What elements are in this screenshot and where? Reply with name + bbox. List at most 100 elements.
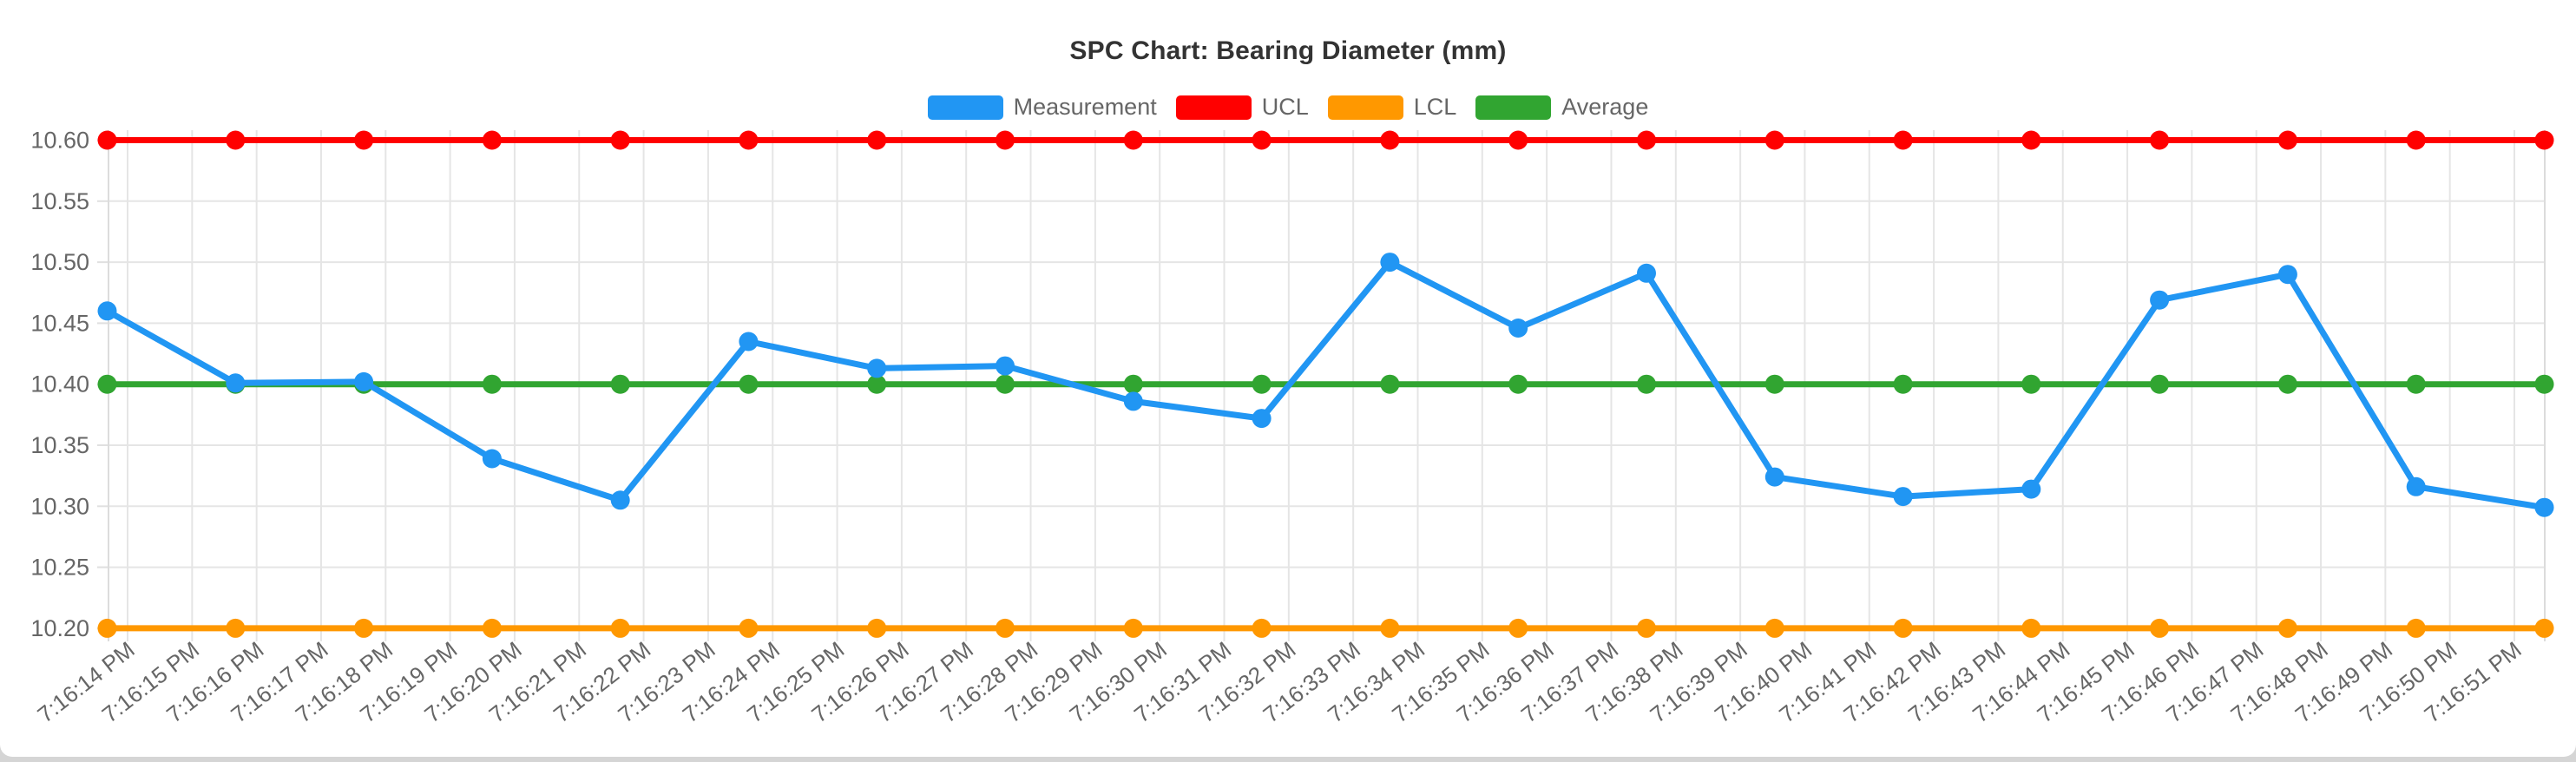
lcl-point[interactable] [1764,618,1784,638]
ucl-point[interactable] [1380,130,1400,150]
average-point[interactable] [610,374,630,394]
measurement-point[interactable] [1123,391,1143,411]
lcl-point[interactable] [354,618,374,638]
lcl-point[interactable] [1637,618,1656,638]
ucl-point[interactable] [2277,130,2297,150]
measurement-point[interactable] [739,332,759,351]
lcl-point[interactable] [739,618,759,638]
lcl-point[interactable] [1893,618,1913,638]
legend-swatch-measurement [927,95,1003,120]
ucl-point[interactable] [1893,130,1913,150]
y-tick-label: 10.40 [30,371,89,397]
average-point[interactable] [97,374,117,394]
lcl-point[interactable] [1380,618,1400,638]
measurement-point[interactable] [2534,497,2554,517]
average-point[interactable] [867,374,887,394]
average-point[interactable] [1764,374,1784,394]
legend-item-average[interactable]: Average [1475,94,1648,121]
lcl-point[interactable] [97,618,117,638]
average-point[interactable] [1252,374,1272,394]
lcl-point[interactable] [2021,618,2041,638]
average-point[interactable] [1893,374,1913,394]
average-point[interactable] [1380,374,1400,394]
measurement-point[interactable] [2021,479,2041,499]
legend-item-ucl[interactable]: UCL [1175,94,1309,121]
measurement-point[interactable] [610,490,630,510]
y-tick-label: 10.55 [30,188,89,214]
lcl-point[interactable] [226,618,246,638]
ucl-point[interactable] [2406,130,2426,150]
measurement-point[interactable] [996,356,1015,376]
y-tick-label: 10.35 [30,432,89,458]
average-point[interactable] [2021,374,2041,394]
measurement-point[interactable] [1893,487,1913,507]
lcl-point[interactable] [2277,618,2297,638]
lcl-point[interactable] [1123,618,1143,638]
chart-legend: Measurement UCL LCL Average [0,94,2576,121]
measurement-point[interactable] [1508,319,1528,338]
lcl-point[interactable] [996,618,1015,638]
ucl-point[interactable] [739,130,759,150]
measurement-point[interactable] [1252,409,1272,429]
lcl-point[interactable] [1508,618,1528,638]
ucl-point[interactable] [2021,130,2041,150]
ucl-point[interactable] [1123,130,1143,150]
y-tick-label: 10.45 [30,310,89,336]
legend-label-lcl: LCL [1413,94,1457,120]
average-point[interactable] [996,374,1015,394]
measurement-point[interactable] [867,358,887,378]
ucl-point[interactable] [996,130,1015,150]
measurement-point[interactable] [1637,263,1656,283]
average-point[interactable] [739,374,759,394]
measurement-point[interactable] [97,301,117,321]
y-tick-label: 10.20 [30,615,89,641]
y-tick-label: 10.25 [30,555,89,581]
lcl-point[interactable] [2406,618,2426,638]
legend-swatch-average [1475,95,1552,120]
average-point[interactable] [1637,374,1656,394]
y-tick-label: 10.30 [30,493,89,519]
lcl-point[interactable] [2150,618,2170,638]
average-point[interactable] [1123,374,1143,394]
lcl-point[interactable] [867,618,887,638]
ucl-point[interactable] [1764,130,1784,150]
measurement-point[interactable] [2406,476,2426,496]
measurement-point[interactable] [482,449,502,469]
measurement-point[interactable] [354,371,374,391]
legend-swatch-ucl [1175,95,1252,120]
measurement-line [104,259,2547,511]
legend-label-ucl: UCL [1261,94,1309,120]
measurement-point[interactable] [226,373,246,393]
average-point[interactable] [2406,374,2426,394]
legend-label-average: Average [1561,94,1649,120]
ucl-point[interactable] [1252,130,1272,150]
ucl-point[interactable] [97,130,117,150]
ucl-point[interactable] [2534,130,2554,150]
lcl-point[interactable] [610,618,630,638]
ucl-point[interactable] [2150,130,2170,150]
average-point[interactable] [2150,374,2170,394]
ucl-point[interactable] [1637,130,1656,150]
ucl-point[interactable] [482,130,502,150]
lcl-point[interactable] [482,618,502,638]
legend-item-measurement[interactable]: Measurement [927,94,1157,121]
measurement-point[interactable] [1380,253,1400,273]
ucl-point[interactable] [610,130,630,150]
average-point[interactable] [482,374,502,394]
legend-item-lcl[interactable]: LCL [1327,94,1457,121]
ucl-point[interactable] [226,130,246,150]
ucl-point[interactable] [867,130,887,150]
measurement-point[interactable] [2150,290,2170,310]
ucl-point[interactable] [354,130,374,150]
lcl-point[interactable] [1252,618,1272,638]
measurement-point[interactable] [2277,265,2297,285]
ucl-point[interactable] [1508,130,1528,150]
lcl-point[interactable] [2534,618,2554,638]
measurement-point[interactable] [1764,467,1784,487]
average-point[interactable] [2534,374,2554,394]
average-point[interactable] [2277,374,2297,394]
average-point[interactable] [1508,374,1528,394]
